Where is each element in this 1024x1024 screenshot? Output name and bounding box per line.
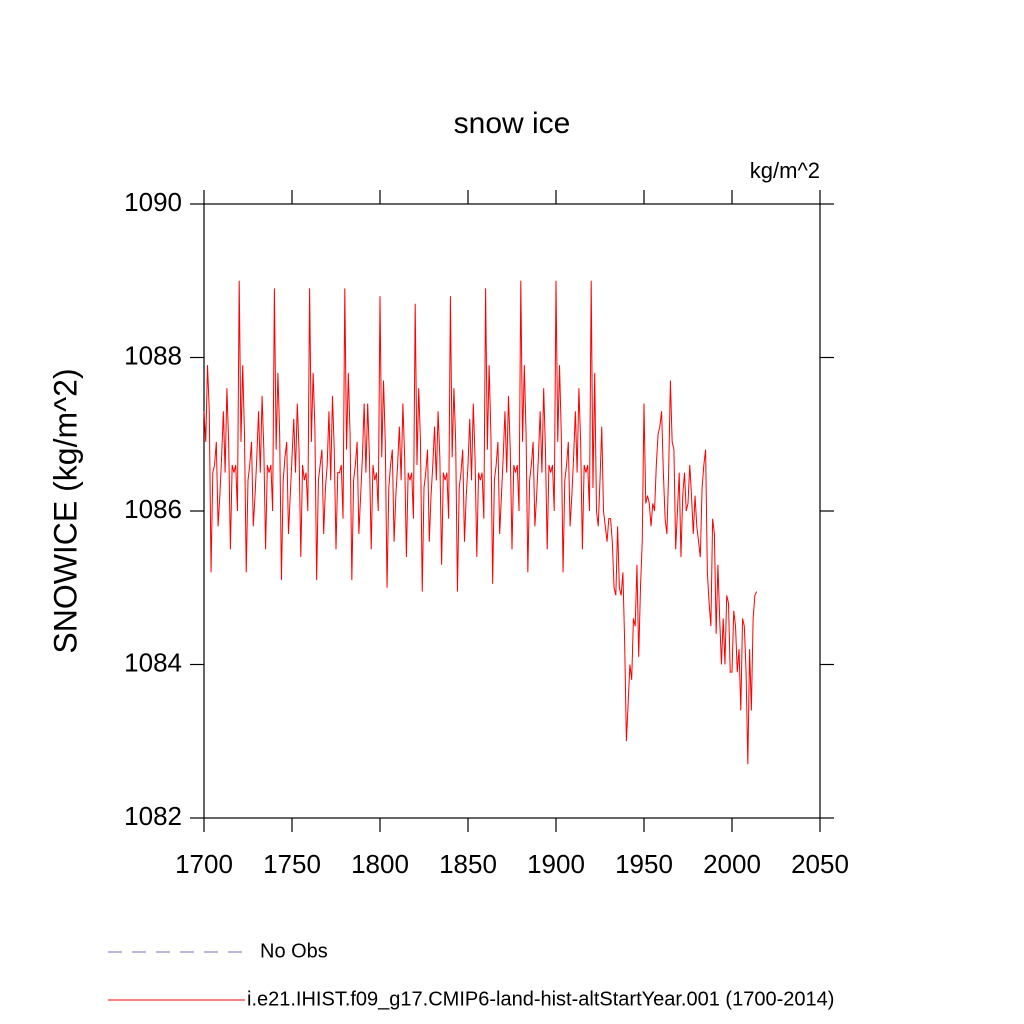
y-tick-label: 1084 bbox=[124, 647, 182, 677]
x-tick-label: 1900 bbox=[527, 849, 585, 879]
x-tick-label: 1750 bbox=[263, 849, 321, 879]
x-tick-label: 1950 bbox=[615, 849, 673, 879]
x-tick-label: 1850 bbox=[439, 849, 497, 879]
y-tick-label: 1082 bbox=[124, 801, 182, 831]
x-tick-label: 1800 bbox=[351, 849, 409, 879]
x-tick-label: 1700 bbox=[175, 849, 233, 879]
x-tick-label: 2000 bbox=[703, 849, 761, 879]
legend-label: i.e21.IHIST.f09_g17.CMIP6-land-hist-altS… bbox=[247, 988, 834, 1010]
plot-frame bbox=[203, 203, 821, 819]
units-label: kg/m^2 bbox=[750, 158, 820, 183]
y-tick-label: 1086 bbox=[124, 494, 182, 524]
x-tick-label: 2050 bbox=[791, 849, 849, 879]
chart-title: snow ice bbox=[454, 107, 571, 140]
data-line bbox=[203, 280, 758, 765]
legend-label: No Obs bbox=[260, 940, 328, 962]
y-tick-label: 1090 bbox=[124, 187, 182, 217]
y-axis-label: SNOWICE (kg/m^2) bbox=[47, 368, 83, 653]
y-tick-label: 1088 bbox=[124, 340, 182, 370]
